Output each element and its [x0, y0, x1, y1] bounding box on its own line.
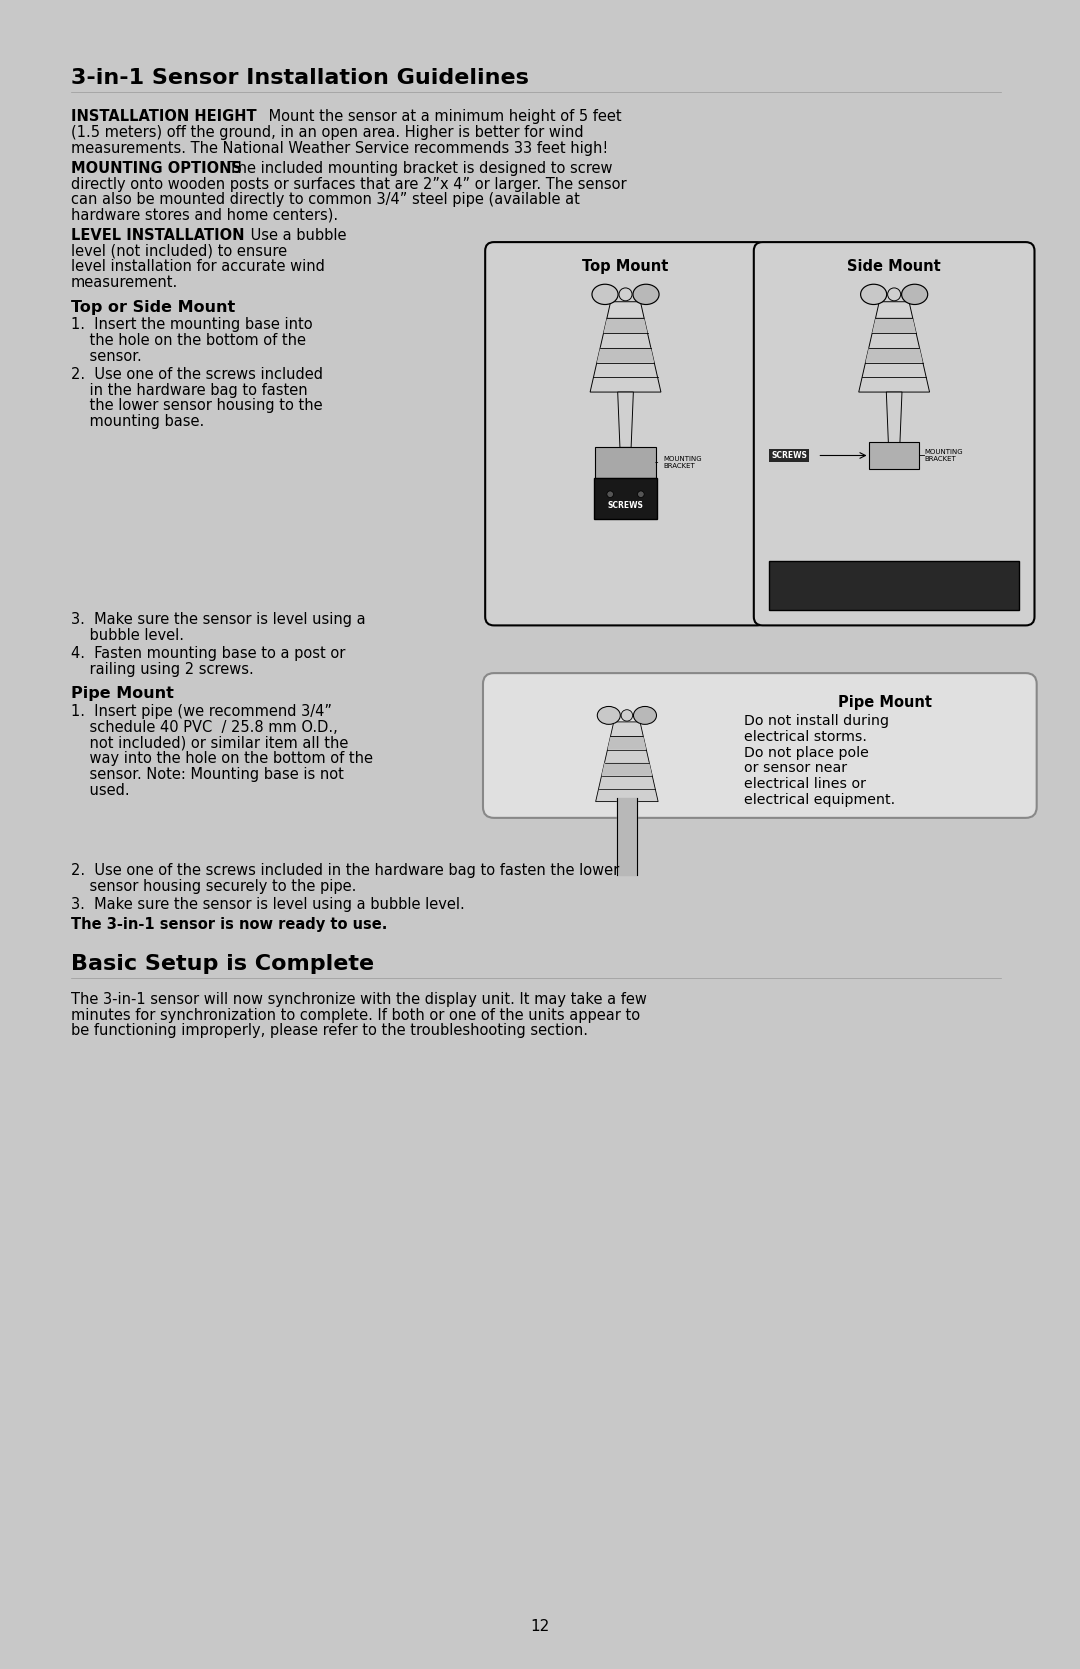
Polygon shape [620, 801, 634, 875]
Text: schedule 40 PVC  / 25.8 mm O.D.,: schedule 40 PVC / 25.8 mm O.D., [70, 719, 337, 734]
Text: measurements. The National Weather Service recommends 33 feet high!: measurements. The National Weather Servi… [70, 140, 608, 155]
Text: 2.  Use one of the screws included: 2. Use one of the screws included [70, 367, 323, 382]
Polygon shape [610, 723, 644, 736]
Text: 1.  Insert pipe (we recommend 3/4”: 1. Insert pipe (we recommend 3/4” [70, 704, 332, 719]
Text: or sensor near: or sensor near [744, 761, 847, 776]
FancyBboxPatch shape [594, 477, 658, 519]
Text: LEVEL INSTALLATION: LEVEL INSTALLATION [70, 229, 244, 244]
Polygon shape [873, 319, 916, 334]
Polygon shape [607, 302, 644, 319]
Text: Top or Side Mount: Top or Side Mount [70, 299, 235, 314]
Text: MOUNTING OPTIONS: MOUNTING OPTIONS [70, 160, 242, 175]
FancyBboxPatch shape [483, 673, 1037, 818]
Text: INSTALLATION HEIGHT: INSTALLATION HEIGHT [70, 108, 256, 124]
Text: the hole on the bottom of the: the hole on the bottom of the [70, 334, 306, 349]
Text: Use a bubble: Use a bubble [246, 229, 347, 244]
Text: Basic Setup is Complete: Basic Setup is Complete [70, 955, 374, 975]
Text: hardware stores and home centers).: hardware stores and home centers). [70, 209, 338, 224]
Text: 3-in-1 Sensor Installation Guidelines: 3-in-1 Sensor Installation Guidelines [70, 68, 528, 88]
Text: MOUNTING
BRACKET: MOUNTING BRACKET [924, 449, 963, 462]
Ellipse shape [607, 491, 613, 497]
Text: The 3-in-1 sensor is now ready to use.: The 3-in-1 sensor is now ready to use. [70, 916, 387, 931]
Text: electrical equipment.: electrical equipment. [744, 793, 895, 806]
Text: Top Mount: Top Mount [582, 259, 669, 274]
FancyBboxPatch shape [485, 242, 766, 626]
Ellipse shape [902, 284, 928, 304]
Ellipse shape [888, 289, 901, 300]
Text: Pipe Mount: Pipe Mount [838, 694, 932, 709]
Text: 12: 12 [530, 1619, 550, 1634]
Ellipse shape [637, 491, 644, 497]
Text: can also be mounted directly to common 3/4” steel pipe (available at: can also be mounted directly to common 3… [70, 192, 580, 207]
Text: Side Mount: Side Mount [848, 259, 941, 274]
Text: 3.  Make sure the sensor is level using a: 3. Make sure the sensor is level using a [70, 613, 365, 628]
Text: electrical storms.: electrical storms. [744, 729, 867, 744]
Text: sensor.: sensor. [70, 349, 141, 364]
Text: Pipe Mount: Pipe Mount [70, 686, 174, 701]
Text: Do not install during: Do not install during [744, 714, 889, 728]
Text: The 3-in-1 sensor will now synchronize with the display unit. It may take a few: The 3-in-1 sensor will now synchronize w… [70, 991, 647, 1006]
Text: Mount the sensor at a minimum height of 5 feet: Mount the sensor at a minimum height of … [264, 108, 621, 124]
FancyBboxPatch shape [595, 447, 656, 477]
Text: level (not included) to ensure: level (not included) to ensure [70, 244, 287, 259]
Polygon shape [865, 347, 922, 362]
Text: 1.  Insert the mounting base into: 1. Insert the mounting base into [70, 317, 312, 332]
Text: used.: used. [70, 783, 130, 798]
Text: in the hardware bag to fasten: in the hardware bag to fasten [70, 382, 308, 397]
Text: bubble level.: bubble level. [70, 628, 184, 643]
FancyBboxPatch shape [754, 242, 1035, 626]
Text: 2.  Use one of the screws included in the hardware bag to fasten the lower: 2. Use one of the screws included in the… [70, 863, 619, 878]
Text: mounting base.: mounting base. [70, 414, 204, 429]
FancyBboxPatch shape [869, 442, 919, 469]
Text: sensor. Note: Mounting base is not: sensor. Note: Mounting base is not [70, 766, 343, 781]
Polygon shape [859, 319, 930, 392]
Text: measurement.: measurement. [70, 275, 178, 290]
Text: level installation for accurate wind: level installation for accurate wind [70, 259, 325, 274]
Text: railing using 2 screws.: railing using 2 screws. [70, 661, 254, 676]
Polygon shape [618, 392, 633, 447]
Text: the lower sensor housing to the: the lower sensor housing to the [70, 399, 322, 414]
Polygon shape [602, 763, 652, 776]
Ellipse shape [621, 709, 633, 721]
Text: way into the hole on the bottom of the: way into the hole on the bottom of the [70, 751, 373, 766]
Text: The included mounting bracket is designed to screw: The included mounting bracket is designe… [225, 160, 612, 175]
Text: be functioning improperly, please refer to the troubleshooting section.: be functioning improperly, please refer … [70, 1023, 588, 1038]
Ellipse shape [597, 706, 620, 724]
Text: 4.  Fasten mounting base to a post or: 4. Fasten mounting base to a post or [70, 646, 346, 661]
Polygon shape [604, 319, 648, 334]
Text: MOUNTING
BRACKET: MOUNTING BRACKET [656, 456, 702, 469]
Ellipse shape [634, 706, 657, 724]
Text: sensor housing securely to the pipe.: sensor housing securely to the pipe. [70, 880, 356, 895]
Text: Do not place pole: Do not place pole [744, 746, 868, 759]
Text: not included) or similar item all the: not included) or similar item all the [70, 736, 348, 751]
Text: directly onto wooden posts or surfaces that are 2”x 4” or larger. The sensor: directly onto wooden posts or surfaces t… [70, 177, 626, 192]
Text: electrical lines or: electrical lines or [744, 778, 866, 791]
Polygon shape [590, 319, 661, 392]
Polygon shape [876, 302, 913, 319]
Ellipse shape [633, 284, 659, 304]
Ellipse shape [861, 284, 887, 304]
Polygon shape [887, 392, 902, 447]
Text: SCREWS: SCREWS [608, 501, 644, 511]
Polygon shape [607, 736, 646, 749]
Ellipse shape [592, 284, 618, 304]
FancyBboxPatch shape [769, 561, 1020, 611]
Text: (1.5 meters) off the ground, in an open area. Higher is better for wind: (1.5 meters) off the ground, in an open … [70, 125, 583, 140]
Polygon shape [597, 347, 654, 362]
Polygon shape [596, 736, 658, 801]
Text: minutes for synchronization to complete. If both or one of the units appear to: minutes for synchronization to complete.… [70, 1008, 639, 1023]
Text: SCREWS: SCREWS [771, 451, 807, 461]
Text: 3.  Make sure the sensor is level using a bubble level.: 3. Make sure the sensor is level using a… [70, 896, 464, 911]
Ellipse shape [619, 289, 632, 300]
